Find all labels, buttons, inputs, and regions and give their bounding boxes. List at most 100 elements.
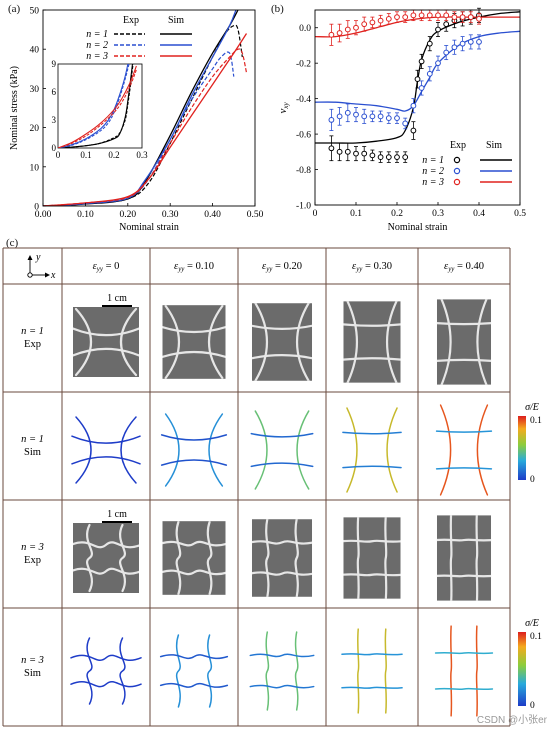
x-tick-label: 0.20 bbox=[119, 210, 136, 220]
simulation-image bbox=[435, 404, 493, 496]
y-tick-label: -0.4 bbox=[296, 95, 311, 105]
sample-ligament bbox=[436, 574, 492, 578]
colorbar-max-label: 0.1 bbox=[530, 632, 542, 642]
row-label: n = 3 bbox=[21, 542, 44, 553]
data-point bbox=[443, 12, 450, 19]
photo-background bbox=[343, 517, 401, 599]
legend-label: n = 3 bbox=[86, 51, 108, 62]
colorbar bbox=[518, 632, 526, 706]
sim-ligament bbox=[208, 413, 224, 487]
sample-ligament bbox=[436, 322, 492, 326]
simulation-image bbox=[250, 410, 314, 490]
inset-series-4 bbox=[58, 69, 137, 148]
data-point bbox=[353, 111, 359, 118]
data-point bbox=[443, 21, 450, 28]
sim-ligament bbox=[120, 416, 137, 484]
sample-ligament bbox=[384, 517, 388, 599]
simulation-image bbox=[159, 634, 229, 708]
colorbar-min-label: 0 bbox=[530, 475, 535, 485]
data-point bbox=[435, 12, 441, 19]
x-arrowhead-icon bbox=[45, 272, 50, 278]
deformation-grid: yx εyy = 0 εyy = 0.10 εyy = 0.20 εyy = 0.30 ε… bbox=[2, 247, 542, 727]
legend-label: n = 1 bbox=[86, 29, 108, 40]
sample-ligament bbox=[356, 517, 360, 599]
simulation-image bbox=[70, 637, 142, 705]
y-axis-label: νxy bbox=[277, 102, 290, 114]
watermark: CSDN @小张er bbox=[476, 715, 547, 726]
sample-ligament bbox=[164, 305, 181, 379]
simulation-image bbox=[71, 416, 141, 484]
sample-ligament bbox=[86, 523, 93, 593]
inset-series-5 bbox=[58, 65, 137, 148]
inset-y-tick-label: 9 bbox=[52, 59, 57, 69]
data-point bbox=[369, 152, 376, 159]
sim-ligament bbox=[342, 465, 402, 469]
inset-y-tick-label: 3 bbox=[52, 115, 57, 125]
data-point bbox=[328, 145, 335, 152]
origin-icon bbox=[27, 272, 33, 278]
data-point bbox=[328, 117, 335, 123]
row-label: n = 3 bbox=[21, 655, 44, 666]
inset-x-tick-label: 0.1 bbox=[80, 150, 91, 160]
inset-series-1 bbox=[58, 64, 134, 148]
x-tick-label: 0 bbox=[313, 209, 318, 219]
colorbar-title: σ/E bbox=[525, 618, 539, 629]
x-tick-label: 0.10 bbox=[77, 210, 94, 220]
data-point bbox=[451, 44, 458, 51]
sim-ligament bbox=[70, 681, 142, 688]
sample-ligament bbox=[343, 323, 401, 327]
sim-ligament bbox=[386, 407, 398, 493]
legend-label: n = 2 bbox=[86, 40, 108, 51]
data-point bbox=[451, 14, 458, 20]
sim-line-1 bbox=[315, 30, 520, 112]
x-tick-label: 0.00 bbox=[35, 210, 52, 220]
sample-ligament bbox=[436, 538, 492, 542]
sim-ligament bbox=[435, 467, 493, 470]
inset-y-tick-label: 0 bbox=[52, 143, 57, 153]
sim-ligament bbox=[119, 637, 126, 705]
y-arrowhead-icon bbox=[27, 255, 33, 260]
sample-ligament bbox=[475, 515, 479, 601]
experiment-photo bbox=[436, 515, 492, 601]
data-point bbox=[328, 31, 335, 38]
y-tick-label: 0 bbox=[34, 203, 39, 213]
series-line-3 bbox=[43, 10, 237, 206]
sample-ligament bbox=[476, 299, 488, 385]
stress-strain-chart: 0.00 0.10 0.20 0.30 0.40 0.5001020304050Nomin… bbox=[9, 7, 264, 234]
sim-ligament bbox=[357, 628, 360, 714]
y-tick-label: -0.6 bbox=[296, 131, 311, 141]
data-point bbox=[385, 15, 392, 22]
row-label: n = 1 bbox=[21, 326, 44, 337]
column-header: εyy = 0.30 bbox=[352, 261, 392, 273]
data-point bbox=[336, 30, 343, 36]
sample-ligament bbox=[162, 325, 226, 334]
sample-ligament bbox=[343, 573, 401, 577]
simulation-image bbox=[249, 631, 315, 711]
series-line-4 bbox=[43, 48, 248, 206]
photo-background bbox=[436, 515, 492, 601]
y-axis-label: Nominal stress (kPa) bbox=[9, 66, 20, 150]
panel-c-label: (c) bbox=[6, 237, 19, 249]
colorbar-max-label: 0.1 bbox=[530, 416, 542, 426]
scale-bar-label: 1 cm bbox=[107, 293, 127, 304]
data-point bbox=[426, 40, 433, 47]
data-point bbox=[361, 113, 368, 120]
data-point bbox=[467, 39, 474, 45]
data-point bbox=[369, 19, 376, 26]
data-point bbox=[336, 113, 343, 120]
sample-ligament bbox=[207, 305, 224, 379]
photo-background bbox=[251, 519, 313, 597]
poisson-ratio-chart: 0 0.1 0.2 0.3 0.4 0.5 0.0 -0.2 -0.4 -0.6 -0.8 -1.0 N… bbox=[277, 7, 526, 233]
sim-ligament bbox=[71, 435, 141, 444]
data-point bbox=[394, 115, 400, 122]
data-point bbox=[426, 70, 433, 77]
inset-x-tick-label: 0 bbox=[56, 150, 61, 160]
sample-ligament bbox=[73, 567, 139, 575]
sim-ligament bbox=[207, 634, 213, 708]
sample-ligament bbox=[119, 523, 126, 593]
data-point bbox=[369, 113, 376, 120]
sim-ligament bbox=[160, 459, 228, 466]
data-point bbox=[476, 39, 482, 45]
sim-ligament bbox=[164, 413, 180, 487]
sim-ligament bbox=[434, 651, 494, 655]
